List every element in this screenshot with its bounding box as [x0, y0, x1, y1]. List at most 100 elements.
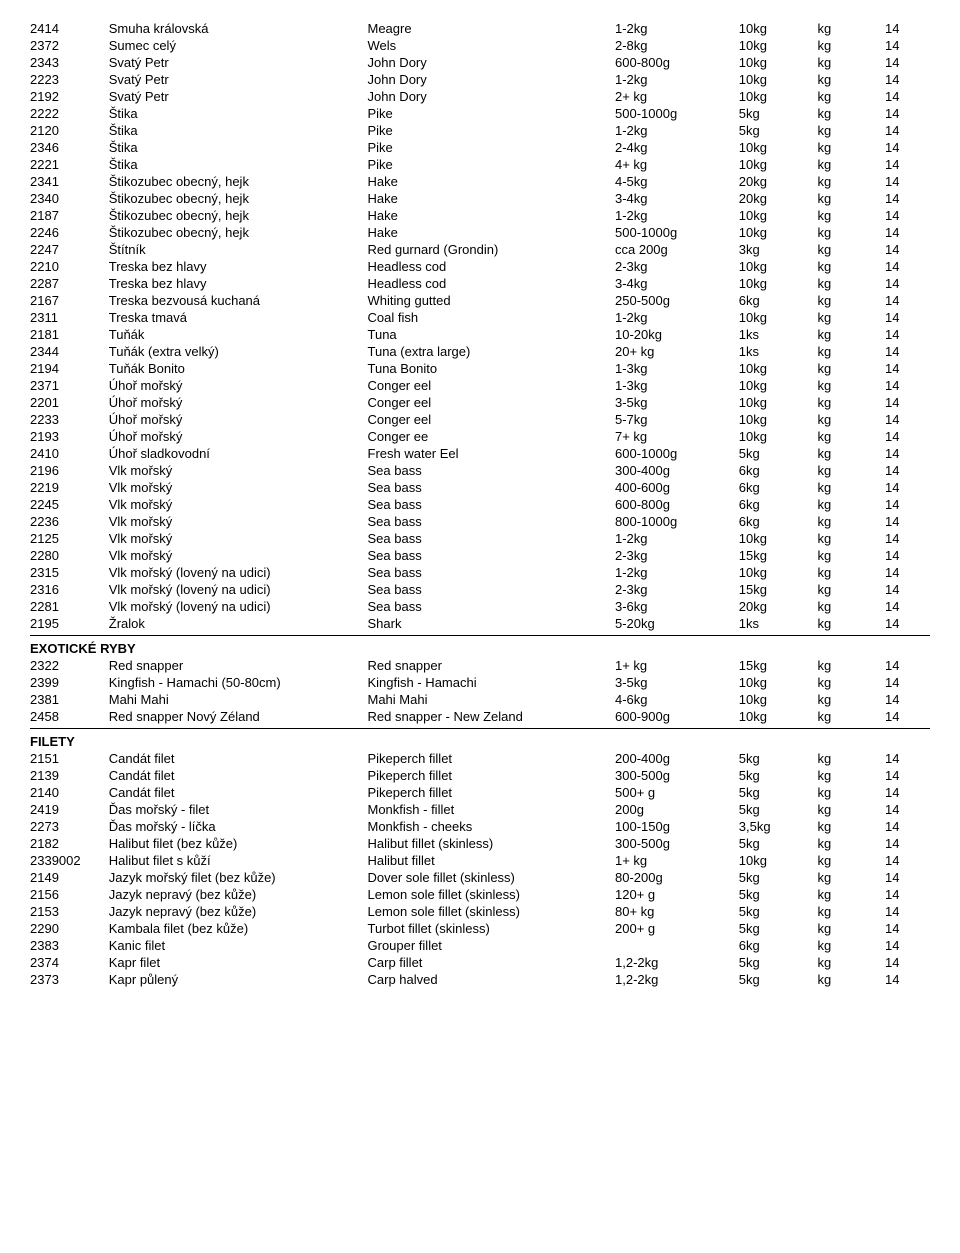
code-cell: 2219 — [30, 479, 109, 496]
name-en-cell: Fresh water Eel — [368, 445, 616, 462]
name-en-cell: Pike — [368, 139, 616, 156]
pack-cell: 5kg — [739, 767, 818, 784]
days-cell: 14 — [885, 869, 930, 886]
unit-cell: kg — [818, 564, 886, 581]
days-cell: 14 — [885, 88, 930, 105]
pack-cell: 10kg — [739, 708, 818, 725]
unit-cell: kg — [818, 173, 886, 190]
days-cell: 14 — [885, 954, 930, 971]
unit-cell: kg — [818, 615, 886, 632]
name-cz-cell: Vlk mořský — [109, 530, 368, 547]
name-cz-cell: Svatý Petr — [109, 54, 368, 71]
table-row: 2125Vlk mořskýSea bass1-2kg10kgkg14 — [30, 530, 930, 547]
unit-cell: kg — [818, 122, 886, 139]
size-cell: 300-400g — [615, 462, 739, 479]
name-cz-cell: Jazyk mořský filet (bez kůže) — [109, 869, 368, 886]
unit-cell: kg — [818, 394, 886, 411]
code-cell: 2233 — [30, 411, 109, 428]
pack-cell: 10kg — [739, 88, 818, 105]
days-cell: 14 — [885, 564, 930, 581]
table-row: 2246Štikozubec obecný, hejkHake500-1000g… — [30, 224, 930, 241]
days-cell: 14 — [885, 615, 930, 632]
code-cell: 2399 — [30, 674, 109, 691]
size-cell: 120+ g — [615, 886, 739, 903]
divider — [30, 728, 930, 729]
name-en-cell: Whiting gutted — [368, 292, 616, 309]
days-cell: 14 — [885, 547, 930, 564]
code-cell: 2182 — [30, 835, 109, 852]
days-cell: 14 — [885, 37, 930, 54]
table-row: 2156Jazyk nepravý (bez kůže)Lemon sole f… — [30, 886, 930, 903]
size-cell: 600-800g — [615, 54, 739, 71]
days-cell: 14 — [885, 920, 930, 937]
code-cell: 2187 — [30, 207, 109, 224]
unit-cell: kg — [818, 886, 886, 903]
days-cell: 14 — [885, 190, 930, 207]
size-cell: 80+ kg — [615, 903, 739, 920]
days-cell: 14 — [885, 530, 930, 547]
size-cell: 1+ kg — [615, 657, 739, 674]
code-cell: 2125 — [30, 530, 109, 547]
days-cell: 14 — [885, 54, 930, 71]
code-cell: 2192 — [30, 88, 109, 105]
unit-cell: kg — [818, 275, 886, 292]
unit-cell: kg — [818, 326, 886, 343]
code-cell: 2153 — [30, 903, 109, 920]
section-header: EXOTICKÉ RYBY — [30, 640, 930, 657]
days-cell: 14 — [885, 105, 930, 122]
pack-cell: 6kg — [739, 292, 818, 309]
code-cell: 2201 — [30, 394, 109, 411]
days-cell: 14 — [885, 937, 930, 954]
unit-cell: kg — [818, 139, 886, 156]
name-en-cell: Headless cod — [368, 275, 616, 292]
pack-cell: 5kg — [739, 869, 818, 886]
size-cell: 4+ kg — [615, 156, 739, 173]
size-cell: 2-8kg — [615, 37, 739, 54]
size-cell: 500-1000g — [615, 224, 739, 241]
name-en-cell: Mahi Mahi — [368, 691, 616, 708]
name-cz-cell: Tuňák Bonito — [109, 360, 368, 377]
code-cell: 2419 — [30, 801, 109, 818]
size-cell: 5-7kg — [615, 411, 739, 428]
days-cell: 14 — [885, 479, 930, 496]
days-cell: 14 — [885, 20, 930, 37]
size-cell: 3-4kg — [615, 190, 739, 207]
table-row: 2192Svatý PetrJohn Dory2+ kg10kgkg14 — [30, 88, 930, 105]
pack-cell: 3kg — [739, 241, 818, 258]
pack-cell: 6kg — [739, 479, 818, 496]
name-cz-cell: Treska bez hlavy — [109, 275, 368, 292]
name-cz-cell: Vlk mořský — [109, 496, 368, 513]
days-cell: 14 — [885, 708, 930, 725]
table-row: 2339002Halibut filet s kůžíHalibut fille… — [30, 852, 930, 869]
table-row: 2187Štikozubec obecný, hejkHake1-2kg10kg… — [30, 207, 930, 224]
code-cell: 2414 — [30, 20, 109, 37]
code-cell: 2194 — [30, 360, 109, 377]
pack-cell: 10kg — [739, 309, 818, 326]
unit-cell: kg — [818, 971, 886, 988]
name-en-cell: Conger eel — [368, 394, 616, 411]
size-cell: 200+ g — [615, 920, 739, 937]
pack-cell: 10kg — [739, 530, 818, 547]
table-row: 2221ŠtikaPike4+ kg10kgkg14 — [30, 156, 930, 173]
days-cell: 14 — [885, 513, 930, 530]
pack-cell: 5kg — [739, 920, 818, 937]
table-row: 2140Candát filetPikeperch fillet500+ g5k… — [30, 784, 930, 801]
code-cell: 2222 — [30, 105, 109, 122]
pack-cell: 15kg — [739, 657, 818, 674]
table-row: 2280Vlk mořskýSea bass2-3kg15kgkg14 — [30, 547, 930, 564]
pack-cell: 10kg — [739, 691, 818, 708]
name-cz-cell: Štika — [109, 122, 368, 139]
table-row: 2153Jazyk nepravý (bez kůže)Lemon sole f… — [30, 903, 930, 920]
code-cell: 2223 — [30, 71, 109, 88]
name-cz-cell: Štika — [109, 156, 368, 173]
table-row: 2346ŠtikaPike2-4kg10kgkg14 — [30, 139, 930, 156]
name-en-cell: Carp halved — [368, 971, 616, 988]
size-cell: 2+ kg — [615, 88, 739, 105]
unit-cell: kg — [818, 691, 886, 708]
name-cz-cell: Kingfish - Hamachi (50-80cm) — [109, 674, 368, 691]
name-cz-cell: Úhoř mořský — [109, 411, 368, 428]
pack-cell: 5kg — [739, 835, 818, 852]
size-cell: 1-3kg — [615, 360, 739, 377]
size-cell: 1-2kg — [615, 564, 739, 581]
pack-cell: 5kg — [739, 105, 818, 122]
